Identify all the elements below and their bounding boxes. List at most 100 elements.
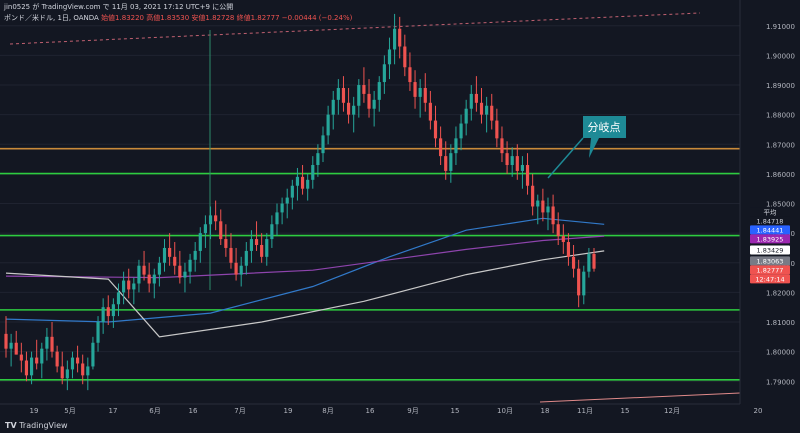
candle-body	[500, 138, 504, 154]
price-tick-label: 1.88000	[766, 112, 795, 120]
candle-body	[198, 233, 202, 251]
symbol-info: ポンド／米ドル, 1日, OANDA 始値1.83220 高値1.83530 安…	[4, 13, 352, 23]
candle-body	[341, 87, 346, 103]
candle-body	[81, 363, 85, 376]
candle-body	[254, 239, 259, 245]
time-tick-label: 19	[284, 407, 293, 415]
candle-body	[306, 179, 310, 189]
price-tick-label: 1.80000	[766, 349, 795, 357]
candle-body	[495, 120, 499, 139]
moving-average-line	[5, 217, 605, 323]
candle-body	[132, 283, 136, 290]
callout-pointer	[547, 137, 584, 179]
candle-body	[393, 28, 397, 50]
brand-text: TradingView	[19, 421, 68, 430]
candle-body	[275, 212, 279, 225]
candle-body	[541, 200, 545, 213]
horizontal-lines	[0, 12, 741, 403]
candle-body	[208, 215, 213, 225]
candle-body	[413, 82, 417, 97]
price-tick-label: 1.85000	[766, 201, 795, 209]
candle-body	[357, 85, 361, 106]
callout-label: 分岐点	[588, 121, 621, 134]
candle-body	[428, 102, 432, 121]
candle-body	[372, 99, 376, 109]
trend-line-lower	[539, 392, 741, 403]
candle-body	[234, 262, 238, 275]
candle-body	[142, 265, 146, 275]
candle-body	[408, 67, 412, 83]
candle-body	[566, 242, 571, 257]
candle-body	[556, 224, 560, 237]
candle-body	[479, 102, 484, 115]
candle-body	[352, 105, 356, 115]
candle-body	[510, 156, 514, 166]
moving-average-line	[5, 250, 605, 338]
candle-body	[377, 82, 381, 100]
candle-body	[260, 244, 264, 257]
annotation-callout: 分岐点	[547, 116, 626, 179]
price-label-text: 1.82777	[757, 266, 784, 274]
candle-body	[587, 253, 591, 272]
candle-body	[418, 87, 422, 97]
candle-body	[70, 357, 75, 370]
candle-body	[485, 105, 489, 115]
callout-box	[583, 116, 626, 158]
time-axis	[0, 403, 800, 433]
candle-body	[249, 239, 254, 251]
candle-body	[331, 99, 335, 115]
candle-body	[75, 357, 80, 364]
candle-body	[290, 185, 294, 198]
candle-body	[270, 224, 274, 240]
price-label-text: 1.84441	[757, 226, 784, 234]
candle-body	[295, 176, 300, 186]
candle-body	[193, 250, 197, 260]
candle-body	[111, 304, 115, 317]
time-tick-label: 16	[366, 407, 375, 415]
time-tick-label: 12月	[664, 407, 680, 415]
candle-body	[459, 123, 463, 139]
candle-body	[439, 138, 443, 157]
candle-body	[60, 366, 64, 379]
time-tick-label: 11月	[577, 407, 593, 415]
candle-body	[469, 93, 473, 109]
time-tick-label: 7月	[234, 407, 245, 415]
candle-body	[265, 239, 269, 257]
price-tick-label: 1.81000	[766, 319, 795, 327]
published-info: jin0525 が TradingView.com で 11月 03, 2021…	[4, 3, 234, 11]
candle-body	[531, 185, 535, 207]
candle-body	[203, 224, 207, 234]
candle-body	[423, 87, 427, 103]
candle-body	[29, 357, 34, 376]
candle-body	[224, 239, 228, 248]
candle-body	[464, 108, 468, 124]
candle-body	[24, 360, 29, 376]
candle-body	[178, 265, 182, 278]
price-tick-label: 1.82000	[766, 289, 795, 297]
candle-body	[239, 265, 243, 275]
candle-body	[96, 322, 100, 343]
time-tick-label: 19	[30, 407, 39, 415]
candle-body	[40, 348, 44, 364]
candle-body	[300, 176, 305, 189]
candle-body	[490, 105, 494, 121]
time-tick-label: 9月	[407, 407, 418, 415]
candle-body	[173, 256, 177, 266]
candle-body	[474, 93, 478, 103]
price-label-box	[750, 245, 790, 255]
price-label-box	[750, 225, 790, 235]
time-tick-label: 5月	[64, 407, 75, 415]
price-tick-label: 1.87000	[766, 141, 795, 149]
candle-body	[403, 46, 407, 68]
candle-body	[515, 156, 519, 171]
tradingview-logo: TV TradingView	[5, 421, 68, 430]
time-tick-label: 15	[621, 407, 630, 415]
candle-body	[280, 203, 284, 213]
candle-body	[346, 102, 351, 115]
time-tick-label: 16	[189, 407, 198, 415]
candle-body	[122, 280, 126, 293]
candle-body	[326, 114, 330, 136]
candle-body	[137, 265, 141, 284]
candle-body	[387, 49, 392, 65]
